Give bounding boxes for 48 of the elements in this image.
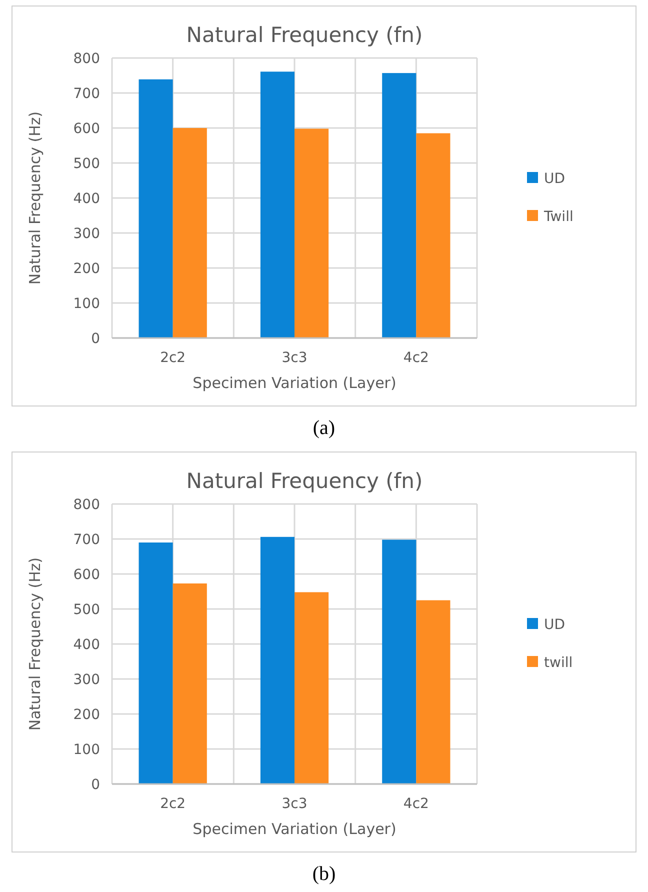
y-tick-label: 500 [73, 156, 100, 172]
y-tick-label: 700 [73, 532, 100, 548]
y-tick-label: 700 [73, 86, 100, 102]
y-tick-label: 100 [73, 742, 100, 758]
bar [416, 133, 450, 338]
y-tick-label: 0 [91, 330, 100, 347]
legend-label: twill [544, 654, 573, 671]
bar [172, 583, 207, 784]
y-tick-label: 200 [73, 260, 100, 277]
y-tick-label: 300 [73, 672, 100, 688]
x-axis-title: Specimen Variation (Layer) [192, 374, 396, 392]
bar [138, 542, 173, 784]
y-tick-label: 500 [73, 602, 100, 618]
y-tick-label: 400 [73, 190, 100, 207]
chart-title: Natural Frequency (fn) [186, 469, 423, 493]
x-axis-title: Specimen Variation (Layer) [192, 820, 396, 838]
x-tick-label: 4c2 [403, 796, 429, 812]
y-axis-title: Natural Frequency (Hz) [26, 111, 44, 285]
bar [294, 592, 329, 784]
bar [260, 72, 294, 338]
bar [382, 73, 416, 338]
bar [294, 128, 329, 338]
bar [138, 79, 173, 338]
text: (b) [312, 863, 336, 885]
legend-label: UD [544, 170, 566, 187]
y-tick-label: 200 [73, 706, 100, 723]
y-tick-label: 800 [73, 496, 100, 513]
y-tick-label: 800 [73, 50, 100, 67]
y-axis-title: Natural Frequency (Hz) [26, 557, 44, 731]
text: (a) [312, 417, 336, 439]
legend-label: Twill [543, 208, 574, 225]
x-tick-label: 3c3 [282, 350, 308, 366]
x-tick-label: 4c2 [403, 350, 429, 366]
y-tick-label: 100 [73, 296, 100, 312]
bar [382, 540, 416, 784]
x-tick-label: 2c2 [160, 796, 186, 812]
chart-title: Natural Frequency (fn) [186, 23, 423, 47]
y-tick-label: 300 [73, 226, 100, 242]
x-tick-label: 3c3 [282, 796, 308, 812]
bar [416, 600, 450, 784]
y-tick-label: 400 [73, 636, 100, 653]
x-tick-label: 2c2 [160, 350, 186, 366]
bar [172, 128, 207, 338]
y-tick-label: 0 [91, 776, 100, 793]
legend-label: UD [544, 616, 566, 633]
y-tick-label: 600 [73, 566, 100, 583]
y-tick-label: 600 [73, 120, 100, 137]
bar [260, 536, 294, 784]
